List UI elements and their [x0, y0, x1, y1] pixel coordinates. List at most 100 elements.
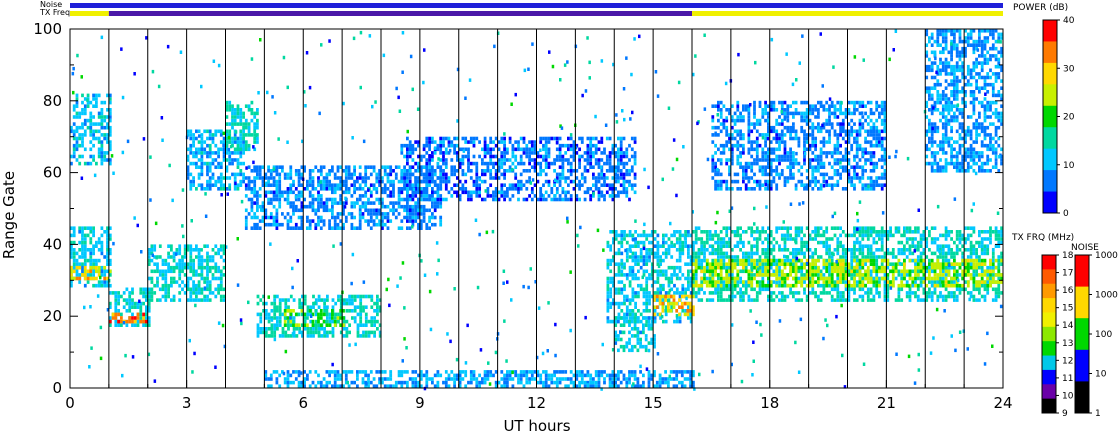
echo-cell	[555, 147, 559, 152]
echo-cell	[569, 147, 573, 152]
echo-cell	[866, 294, 870, 299]
echo-cell	[197, 251, 201, 256]
echo-cell	[978, 291, 981, 295]
echo-cell	[200, 258, 204, 263]
echo-cell	[408, 143, 412, 148]
echo-cell	[908, 291, 912, 295]
echo-cell	[425, 136, 429, 141]
echo-cell	[170, 283, 173, 288]
echo-cell	[453, 373, 456, 378]
echo-cell	[428, 165, 431, 169]
echo-cell	[306, 204, 309, 209]
echo-cell	[905, 237, 909, 241]
echo-cell	[425, 370, 429, 374]
echo-cell	[117, 312, 120, 317]
echo-cell	[625, 240, 629, 245]
echo-cell	[147, 294, 151, 299]
echo-cell	[742, 255, 745, 259]
echo-cell	[633, 183, 637, 187]
echo-cell	[642, 262, 646, 266]
echo-cell	[378, 172, 381, 177]
echo-cell	[689, 276, 693, 281]
echo-cell	[419, 158, 423, 162]
echo-cell	[83, 251, 87, 256]
echo-cell	[197, 255, 201, 259]
echo-cell	[292, 204, 295, 209]
echo-cell	[458, 373, 462, 378]
echo-cell	[214, 287, 218, 292]
echo-cell	[397, 187, 401, 191]
echo-cell	[542, 183, 545, 187]
echo-cell	[603, 176, 606, 180]
echo-cell	[683, 312, 687, 317]
echo-cell	[281, 312, 285, 317]
echo-cell	[767, 244, 770, 248]
echo-cell	[778, 280, 781, 284]
echo-cell	[283, 309, 287, 313]
echo-cell	[364, 165, 368, 169]
echo-cell	[273, 334, 277, 338]
echo-cell	[536, 172, 540, 177]
echo-cell	[303, 187, 306, 191]
echo-cell	[192, 283, 195, 288]
echo-cell	[775, 226, 779, 230]
echo-cell	[769, 240, 773, 245]
echo-cell	[294, 226, 298, 230]
echo-cell	[555, 179, 559, 184]
echo-cell	[264, 172, 268, 177]
echo-cell	[633, 136, 637, 141]
echo-cell	[219, 294, 223, 299]
echo-cell	[664, 233, 668, 238]
echo-cell	[503, 384, 506, 388]
echo-cell	[236, 136, 240, 141]
echo-cell	[425, 222, 429, 227]
echo-cell	[444, 197, 448, 202]
echo-cell	[222, 298, 226, 302]
echo-cell	[92, 276, 95, 281]
echo-cell	[381, 370, 384, 374]
echo-cell	[239, 147, 243, 152]
echo-cell	[458, 384, 462, 388]
echo-cell	[289, 201, 293, 205]
echo-cell	[583, 151, 587, 155]
echo-cell	[547, 140, 551, 144]
echo-cell	[780, 226, 784, 230]
echo-cell	[217, 147, 220, 152]
echo-cell	[100, 248, 104, 252]
echo-cell	[855, 255, 859, 259]
echo-cell	[869, 244, 873, 248]
echo-cell	[817, 240, 820, 245]
echo-cell	[634, 312, 637, 317]
echo-cell	[273, 301, 277, 306]
echo-cell	[705, 230, 709, 234]
echo-cell	[825, 230, 829, 234]
echo-cell	[192, 287, 195, 292]
echo-cell	[211, 183, 215, 187]
echo-cell	[292, 201, 295, 205]
echo-cell	[539, 136, 543, 141]
echo-cell	[489, 169, 493, 173]
echo-cell	[133, 323, 137, 327]
echo-cell	[276, 305, 279, 309]
echo-cell	[406, 176, 409, 180]
echo-cell	[628, 233, 632, 238]
echo-cell	[217, 283, 220, 288]
echo-cell	[603, 161, 606, 166]
echo-cell	[645, 283, 649, 288]
echo-cell	[886, 294, 890, 299]
echo-cell	[883, 294, 887, 299]
echo-cell	[789, 226, 792, 230]
echo-cell	[397, 204, 401, 209]
echo-cell	[586, 380, 590, 385]
echo-cell	[644, 344, 648, 349]
echo-cell	[853, 273, 856, 277]
echo-cell	[608, 187, 612, 191]
echo-cell	[642, 291, 646, 295]
echo-cell	[525, 197, 529, 202]
echo-cell	[625, 298, 629, 302]
echo-cell	[70, 276, 73, 281]
echo-cell	[755, 251, 759, 256]
echo-cell	[428, 179, 431, 184]
echo-cell	[117, 294, 120, 299]
echo-cell	[486, 147, 490, 152]
